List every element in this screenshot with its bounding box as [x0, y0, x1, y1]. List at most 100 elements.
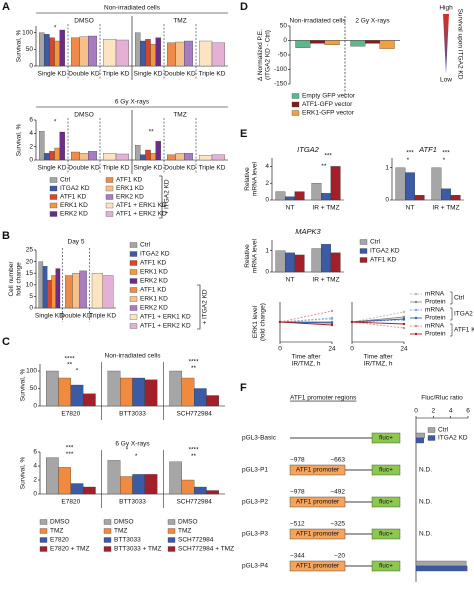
legend-label: ATF1 KD: [116, 177, 143, 184]
y-tick-label: 15: [26, 270, 34, 277]
series-line: [279, 321, 333, 326]
y-tick-label: -50: [278, 52, 288, 59]
legend-swatch: [49, 202, 58, 209]
chart-title: Non-irradiated cells: [104, 5, 161, 12]
y-tick-label: 0: [265, 269, 269, 276]
series-line: [279, 317, 333, 323]
bar: [88, 35, 97, 67]
row-label: pGL3-P2: [242, 499, 268, 506]
promoter-label: ATF1 promoter: [296, 531, 340, 538]
legend-swatch: [105, 211, 114, 217]
x-tick-label: E7820: [61, 499, 80, 506]
y-tick-label: 10: [26, 282, 34, 289]
legend-label: Empty GFP vector: [302, 93, 356, 100]
bar: [140, 40, 146, 67]
y-tick-label: 50: [30, 385, 38, 392]
significance: ****: [188, 359, 199, 366]
legend-label: ATF1 KD: [370, 257, 397, 264]
bar: [39, 131, 45, 161]
legend-label: Ctrl: [60, 177, 71, 184]
legend-label: mRNA: [425, 307, 445, 314]
chart-title: ITGA2: [297, 145, 320, 154]
bar: [49, 151, 55, 161]
series-line: [351, 318, 405, 323]
legend-label: DMSO: [178, 519, 198, 526]
series-point: [330, 316, 334, 320]
x-tick-label: 0: [350, 346, 354, 353]
x-tick-label: 0: [414, 408, 418, 415]
bar: [91, 273, 103, 309]
bar: [107, 460, 121, 495]
bar: [150, 44, 156, 67]
legend-point: [414, 332, 418, 336]
legend-label: ERK2 KD: [140, 305, 168, 312]
y-axis-label: (ITGA2 KD - Ctrl): [265, 30, 272, 80]
significance: ***: [324, 153, 332, 160]
x-tick-label: BTT3033: [119, 499, 146, 506]
significance: ****: [188, 447, 199, 454]
group-header: TMZ: [173, 18, 186, 25]
bar: [144, 379, 158, 407]
reporter-label: fluc+: [379, 563, 393, 570]
bar: [155, 37, 161, 67]
x-tick-label: NT: [406, 205, 415, 212]
legend-swatch: [129, 269, 138, 275]
y-tick-label: 0: [29, 305, 33, 312]
legend-swatch: [359, 257, 368, 263]
legend-label: ITGA2 KD: [60, 185, 90, 192]
bar: [450, 195, 461, 201]
y-tick-label: 0: [385, 197, 389, 204]
reporter-label: fluc+: [379, 435, 393, 442]
side-label-low: Low: [440, 77, 452, 84]
x-tick-label: Single KD: [134, 71, 163, 78]
legend-label: ERK2 KD: [116, 194, 144, 201]
row-label: pGL3-P3: [242, 531, 268, 538]
bar: [58, 467, 71, 495]
legend-label: mRNA: [425, 323, 445, 330]
y-tick-label: 1: [265, 247, 269, 254]
x-axis-label: Time after: [291, 354, 321, 361]
y-tick-label: 4: [29, 130, 33, 137]
x-tick-label: SCH772984: [176, 499, 212, 506]
legend-label: Ctrl: [370, 239, 381, 246]
legend-swatch: [129, 305, 138, 311]
x-axis-label: IR/TMZ, h: [364, 361, 393, 368]
bar: [169, 370, 182, 407]
legend-group: Ctrl: [454, 295, 465, 302]
y-axis-label: (fold change): [260, 303, 267, 341]
legend-swatch: [129, 314, 138, 320]
y-tick-label: 2: [29, 143, 33, 150]
bar: [72, 273, 80, 309]
legend-label: SCH772984: [178, 537, 214, 544]
legend-label: Protein: [425, 299, 446, 306]
legend-swatch: [167, 546, 176, 552]
bar: [115, 153, 129, 161]
bar: [311, 248, 322, 273]
legend-label: BTT3033 + TMZ: [114, 546, 161, 553]
significance: *: [126, 447, 129, 454]
bar: [120, 476, 133, 495]
bar: [79, 36, 89, 67]
legend-label: mRNA: [425, 291, 445, 298]
significance: **: [67, 362, 73, 369]
series-point: [402, 322, 406, 326]
x-tick-label: 0: [278, 346, 282, 353]
bar: [169, 461, 182, 495]
y-tick-label: 20: [26, 258, 34, 265]
promoter-label: ATF1 promoter: [296, 499, 340, 506]
x-tick-label: Triple KD: [103, 165, 130, 172]
bar: [431, 167, 442, 201]
series-point: [402, 317, 406, 321]
bar: [285, 252, 295, 273]
bar: [70, 483, 84, 495]
panel-label: F: [240, 382, 247, 394]
series-point: [330, 309, 334, 313]
series-point: [402, 326, 406, 330]
bar: [47, 280, 52, 309]
x-tick-label: NT: [286, 277, 295, 284]
y-tick-label: 5: [29, 293, 33, 300]
legend-swatch: [103, 519, 112, 525]
legend-swatch: [129, 287, 138, 293]
bar: [65, 275, 73, 309]
bar: [181, 377, 195, 407]
